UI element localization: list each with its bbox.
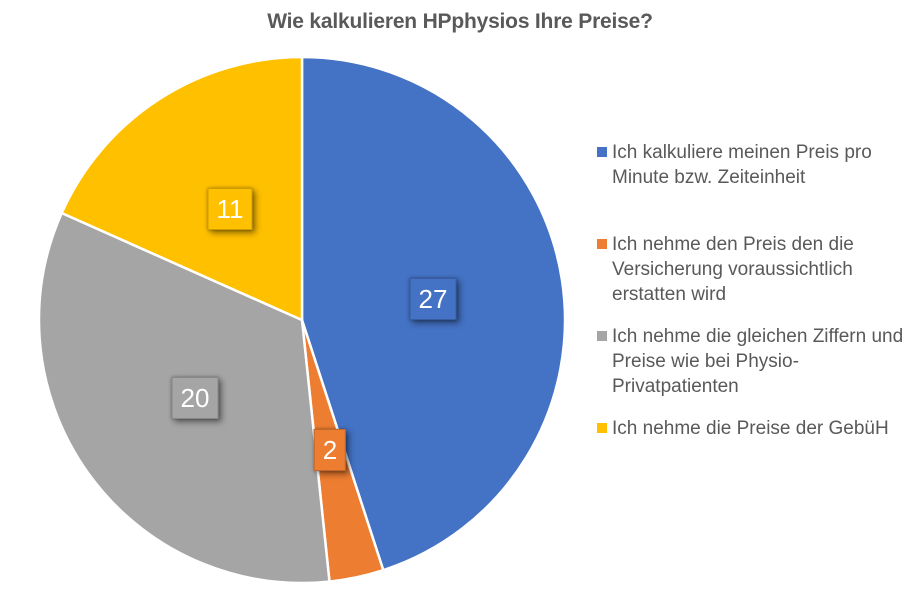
- legend-item: Ich kalkuliere meinen Preis pro Minute bz…: [597, 140, 915, 232]
- legend-marker-icon: [597, 147, 607, 157]
- legend-label: Ich kalkuliere meinen Preis pro Minute bz…: [612, 142, 872, 188]
- data-label-1: 27: [409, 278, 457, 320]
- data-label-4: 11: [207, 188, 253, 230]
- chart-title: Wie kalkulieren HPphysios Ihre Preise?: [267, 10, 653, 33]
- legend-label: Ich nehme den Preis den die Versicherung …: [612, 234, 854, 305]
- legend-label: Ich nehme die gleichen Ziffern und Preise…: [612, 326, 904, 397]
- legend-item: Ich nehme den Preis den die Versicherung …: [597, 232, 915, 324]
- legend-marker-icon: [597, 423, 607, 433]
- pie-slice-4: [60, 55, 304, 322]
- legend-label: Ich nehme die Preise der GebüH: [612, 418, 889, 439]
- legend-marker-icon: [597, 239, 607, 249]
- data-label-2: 2: [313, 429, 347, 471]
- data-label-3: 20: [171, 377, 219, 419]
- legend-marker-icon: [597, 331, 607, 341]
- legend: Ich kalkuliere meinen Preis pro Minute bz…: [597, 140, 915, 441]
- legend-item: Ich nehme die gleichen Ziffern und Preise…: [597, 324, 915, 416]
- legend-item: Ich nehme die Preise der GebüH: [597, 416, 915, 441]
